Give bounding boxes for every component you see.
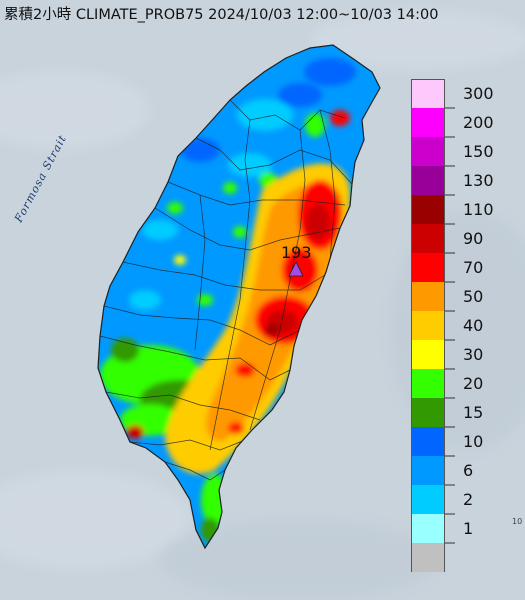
legend-label: 15 [463,403,484,422]
legend-item: 300 [411,79,506,108]
legend-item: 50 [411,282,506,311]
legend-item: 150 [411,137,506,166]
legend-swatch [411,485,445,514]
legend-swatch [411,195,445,224]
max-value-triangle-icon [288,261,304,277]
legend-item: 130 [411,166,506,195]
legend-item: 10 [411,427,506,456]
legend-swatch [411,253,445,282]
legend-label: 130 [463,171,494,190]
legend-swatch [411,166,445,195]
legend-item [411,543,506,572]
legend-label: 1 [463,519,474,538]
legend-swatch [411,456,445,485]
legend-label: 300 [463,84,494,103]
legend-item: 30 [411,340,506,369]
legend-item: 90 [411,224,506,253]
legend-ticks [445,107,455,544]
legend-label: 6 [463,461,474,480]
legend-item: 20 [411,369,506,398]
legend-item: 6 [411,456,506,485]
legend-swatch [411,340,445,369]
legend-item: 40 [411,311,506,340]
legend-item: 200 [411,108,506,137]
legend-swatch [411,79,445,108]
legend-label: 20 [463,374,484,393]
taiwan-outline [97,44,381,550]
legend-label: 30 [463,345,484,364]
legend-item: 15 [411,398,506,427]
legend-swatch [411,282,445,311]
legend-label: 90 [463,229,484,248]
rainfall-legend: 300 200 150 130 110 90 70 50 40 30 20 15 10 6 2 1 [411,79,506,572]
rainfall-field [100,58,356,542]
legend-label: 40 [463,316,484,335]
legend-swatch [411,137,445,166]
legend-swatch [411,398,445,427]
legend-label: 10 [463,432,484,451]
legend-item: 70 [411,253,506,282]
max-value-label: 193 [281,243,312,262]
legend-swatch [411,514,445,543]
edge-label: 10 [512,517,523,526]
legend-swatch [411,108,445,137]
legend-swatch [411,369,445,398]
legend-label: 70 [463,258,484,277]
legend-item: 110 [411,195,506,224]
legend-item: 1 [411,514,506,543]
county-borders [99,99,353,481]
legend-swatch [411,543,445,572]
legend-item: 2 [411,485,506,514]
legend-swatch [411,224,445,253]
map-title: 累積2小時 CLIMATE_PROB75 2024/10/03 12:00~10… [4,7,439,23]
legend-label: 200 [463,113,494,132]
legend-swatch [411,311,445,340]
legend-label: 110 [463,200,494,219]
legend-swatch [411,427,445,456]
legend-label: 150 [463,142,494,161]
legend-label: 2 [463,490,474,509]
legend-label: 50 [463,287,484,306]
